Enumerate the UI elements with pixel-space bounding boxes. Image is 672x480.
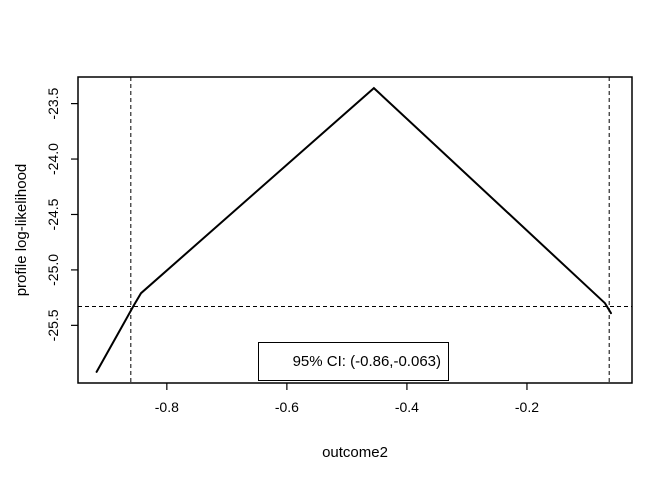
ci-legend-box: 95% CI: (-0.86,-0.063) xyxy=(258,342,449,381)
y-tick-label: -25.0 xyxy=(45,254,61,286)
y-tick-label: -25.5 xyxy=(45,309,61,341)
y-axis-title: profile log-likelihood xyxy=(13,163,30,297)
profile-log-likelihood-curve xyxy=(95,86,612,373)
x-tick-label: -0.2 xyxy=(515,399,539,415)
y-tick-label: -23.5 xyxy=(45,87,61,119)
y-tick-label: -24.5 xyxy=(45,198,61,230)
plot-frame xyxy=(77,76,633,384)
x-tick-label: -0.6 xyxy=(275,399,299,415)
y-tick-label: -24.0 xyxy=(45,143,61,175)
x-tick-label: -0.4 xyxy=(395,399,419,415)
x-tick-label: -0.8 xyxy=(155,399,179,415)
ci-legend-text: 95% CI: (-0.86,-0.063) xyxy=(292,353,441,370)
x-axis-title: outcome2 xyxy=(322,444,388,461)
